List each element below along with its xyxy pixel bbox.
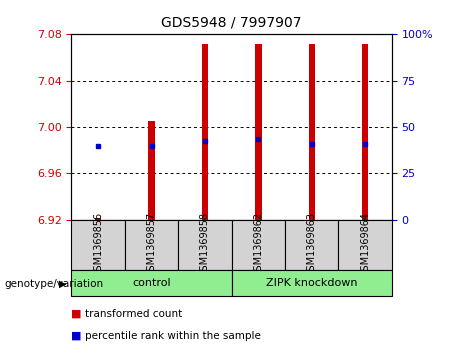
Text: control: control [132,278,171,288]
Text: ZIPK knockdown: ZIPK knockdown [266,278,357,288]
Bar [338,220,392,270]
Text: ■: ■ [71,331,82,341]
Bar [125,220,178,270]
Text: GSM1369857: GSM1369857 [147,211,157,277]
Bar [178,220,231,270]
Bar [71,270,231,296]
Bar [231,220,285,270]
Bar [308,44,315,220]
Bar [71,220,125,270]
Text: ■: ■ [71,309,82,319]
Bar [255,44,261,220]
Text: GSM1369862: GSM1369862 [254,211,263,277]
Bar [285,220,338,270]
Text: transformed count: transformed count [85,309,183,319]
Text: GSM1369858: GSM1369858 [200,211,210,277]
Text: GSM1369864: GSM1369864 [360,212,370,277]
Bar [362,44,368,220]
Bar [231,270,392,296]
Text: GSM1369856: GSM1369856 [93,211,103,277]
Title: GDS5948 / 7997907: GDS5948 / 7997907 [161,15,302,29]
Text: genotype/variation: genotype/variation [5,279,104,289]
Text: percentile rank within the sample: percentile rank within the sample [85,331,261,341]
Bar [202,44,208,220]
Bar [95,219,101,220]
Text: ▶: ▶ [59,279,66,289]
Text: GSM1369863: GSM1369863 [307,212,317,277]
Bar [148,121,155,220]
